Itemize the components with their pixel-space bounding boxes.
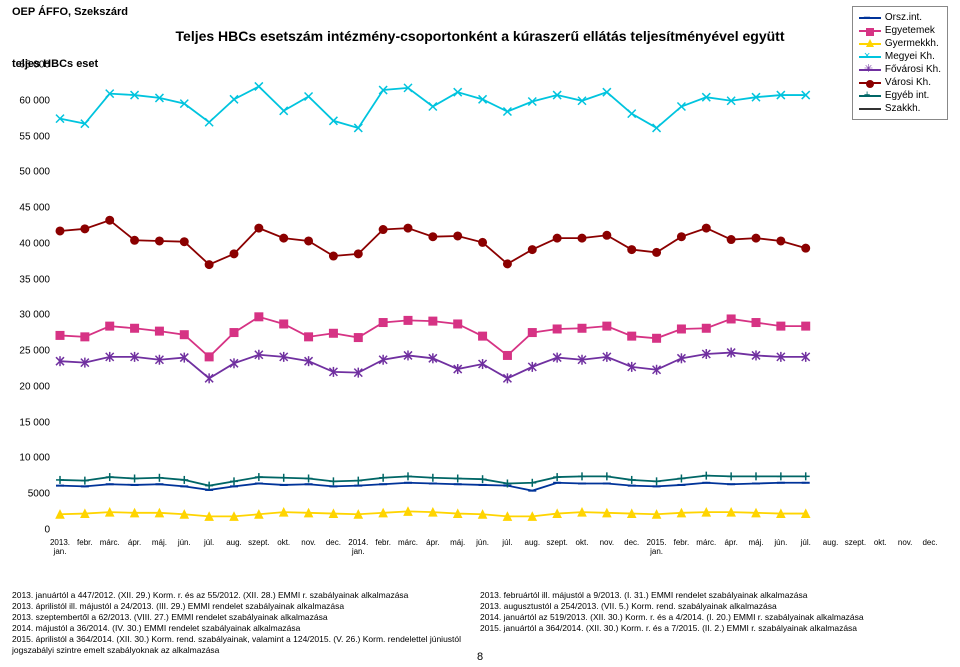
y-tick: 30 000 (0, 310, 50, 321)
x-tick: 2014.jan. (348, 538, 368, 556)
org-title: OEP ÁFFO, Szekszárd (12, 6, 128, 18)
x-tick: máj. (450, 538, 465, 547)
legend-label: Gyermekkh. (885, 37, 939, 50)
x-tick: okt. (576, 538, 589, 547)
page-number: 8 (0, 651, 960, 663)
x-tick: febr. (375, 538, 391, 547)
y-tick: 55 000 (0, 131, 50, 142)
series-Orsz.int. (56, 483, 810, 491)
footnote: 2014. januártól az 519/2013. (XII. 30.) … (480, 612, 948, 623)
y-tick: 60 000 (0, 95, 50, 106)
y-tick: 15 000 (0, 417, 50, 428)
x-tick: okt. (277, 538, 290, 547)
y-tick: 40 000 (0, 238, 50, 249)
legend-item: –Orsz.int. (859, 11, 941, 24)
x-tick: ápr. (128, 538, 141, 547)
y-tick: 10 000 (0, 453, 50, 464)
legend-label: Egyetemek (885, 24, 935, 37)
x-tick: nov. (600, 538, 615, 547)
x-tick: aug. (524, 538, 540, 547)
y-tick: 65 000 (0, 60, 50, 71)
x-tick: dec. (922, 538, 937, 547)
series-Gyermekkh. (56, 507, 810, 520)
x-tick: 2015.jan. (647, 538, 667, 556)
footnote: 2015. januártól a 364/2014. (XII. 30.) K… (480, 623, 948, 634)
x-tick: 2013.jan. (50, 538, 70, 556)
x-tick: júl. (204, 538, 214, 547)
x-tick: jún. (476, 538, 489, 547)
y-tick: 5000 (0, 489, 50, 500)
x-tick: márc. (696, 538, 716, 547)
x-tick: aug. (226, 538, 242, 547)
x-tick: febr. (674, 538, 690, 547)
footnotes: 2013. januártól a 447/2012. (XII. 29.) K… (12, 590, 948, 656)
x-tick: jún. (178, 538, 191, 547)
y-tick: 20 000 (0, 381, 50, 392)
x-tick: dec. (624, 538, 639, 547)
x-tick: jún. (774, 538, 787, 547)
series-Megyei Kh. (56, 82, 810, 131)
y-tick: 25 000 (0, 346, 50, 357)
series-Városi Kh. (56, 216, 810, 268)
y-tick: 35 000 (0, 274, 50, 285)
x-tick: júl. (801, 538, 811, 547)
legend-item: Gyermekkh. (859, 37, 941, 50)
line-chart (55, 65, 935, 530)
footnote: 2013. januártól a 447/2012. (XII. 29.) K… (12, 590, 480, 601)
legend-label: Megyei Kh. (885, 50, 935, 63)
footnote: 2014. májustól a 36/2014. (IV. 30.) EMMI… (12, 623, 480, 634)
x-tick: ápr. (724, 538, 737, 547)
x-tick: szept. (546, 538, 567, 547)
legend-item: Egyetemek (859, 24, 941, 37)
x-tick: ápr. (426, 538, 439, 547)
x-tick: febr. (77, 538, 93, 547)
series-Egyéb int. (56, 472, 810, 490)
footnote: 2013. szeptembertől a 62/2013. (VIII. 27… (12, 612, 480, 623)
legend-label: Orsz.int. (885, 11, 922, 24)
x-tick: nov. (898, 538, 913, 547)
footnotes-right: 2013. februártól ill. májustól a 9/2013.… (480, 590, 948, 656)
x-tick: nov. (301, 538, 316, 547)
y-tick: 0 (0, 525, 50, 536)
x-tick: okt. (874, 538, 887, 547)
x-tick: márc. (398, 538, 418, 547)
x-tick: dec. (326, 538, 341, 547)
series-Fővárosi Kh. (56, 348, 810, 384)
x-tick: szept. (248, 538, 269, 547)
x-tick: márc. (100, 538, 120, 547)
footnote: 2013. februártól ill. májustól a 9/2013.… (480, 590, 948, 601)
x-tick: máj. (152, 538, 167, 547)
legend-item: ×Megyei Kh. (859, 50, 941, 63)
x-tick: júl. (502, 538, 512, 547)
chart-title: Teljes HBCs esetszám intézmény-csoporton… (0, 28, 960, 44)
x-tick: szept. (845, 538, 866, 547)
x-tick: aug. (823, 538, 839, 547)
footnotes-left: 2013. januártól a 447/2012. (XII. 29.) K… (12, 590, 480, 656)
y-tick: 50 000 (0, 167, 50, 178)
y-tick: 45 000 (0, 203, 50, 214)
x-tick: máj. (748, 538, 763, 547)
footnote: 2013. augusztustól a 254/2013. (VII. 5.)… (480, 601, 948, 612)
footnote: 2013. áprilistól ill. májustól a 24/2013… (12, 601, 480, 612)
